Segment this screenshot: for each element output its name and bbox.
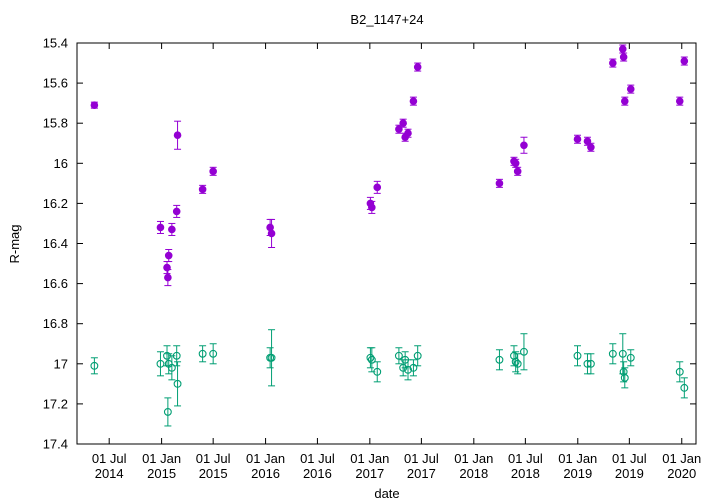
- data-point-filled: [173, 131, 182, 140]
- data-point-filled: [168, 225, 176, 234]
- data-point-filled: [573, 135, 582, 144]
- data-point-open: [586, 359, 595, 368]
- data-point-open: [156, 359, 165, 368]
- chart-title: B2_1147+24: [350, 12, 423, 27]
- x-tick-label: 01 Jan: [246, 451, 285, 466]
- x-tick-label: 2014: [95, 466, 124, 481]
- data-point-open: [608, 349, 617, 358]
- data-point-open: [495, 355, 504, 364]
- data-point-filled: [626, 85, 635, 93]
- x-tick-label: 2018: [459, 466, 488, 481]
- data-point-open: [619, 367, 628, 376]
- data-point-open: [267, 353, 276, 362]
- data-point-filled: [495, 179, 504, 188]
- plot-area: 15.4 15.6 15.8 16 16.2 16.4 16.6 16.8 17 17.2 17.4…: [43, 36, 702, 482]
- data-point-open: [172, 351, 181, 360]
- data-point-open: [513, 359, 522, 368]
- y-tick-label: 15.8: [43, 116, 68, 131]
- data-point-filled: [209, 167, 217, 176]
- x-tick-label: 2016: [303, 466, 332, 481]
- data-point-filled: [368, 203, 376, 212]
- x-tick-label: 01 Jan: [454, 451, 493, 466]
- plot-frame: [76, 42, 697, 445]
- x-tick-label: 01 Jul: [300, 451, 335, 466]
- data-point-open: [626, 353, 635, 362]
- y-tick-label: 16: [54, 156, 68, 171]
- y-tick-label: 16.6: [43, 276, 68, 291]
- x-tick-label: 2019: [615, 466, 644, 481]
- data-point-open: [367, 355, 376, 364]
- x-tick-label: 2018: [511, 466, 540, 481]
- data-point-open: [198, 349, 207, 358]
- data-point-filled: [520, 141, 528, 150]
- x-tick-label: 01 Jul: [612, 451, 647, 466]
- x-tick-label: 2019: [563, 466, 592, 481]
- data-point-filled: [675, 97, 684, 105]
- data-point-open: [404, 365, 412, 374]
- data-point-open: [675, 367, 684, 376]
- data-point-filled: [90, 101, 99, 109]
- x-tick-label: 01 Jul: [92, 451, 127, 466]
- data-point-filled: [409, 97, 418, 105]
- data-point-open: [209, 349, 218, 358]
- data-point-filled: [413, 63, 422, 71]
- x-tick-label: 2015: [147, 466, 176, 481]
- data-point-filled: [619, 53, 628, 61]
- data-point-filled: [156, 223, 165, 232]
- data-point-filled: [620, 97, 629, 105]
- data-point-open: [373, 367, 382, 376]
- data-point-open: [409, 363, 418, 372]
- x-tick-label: 01 Jul: [508, 451, 543, 466]
- data-point-filled: [511, 159, 520, 168]
- x-tick-label: 2016: [251, 466, 280, 481]
- y-tick-label: 16.4: [43, 236, 68, 251]
- data-point-filled: [587, 143, 595, 152]
- data-point-open: [519, 347, 528, 356]
- x-tick-label: 01 Jul: [196, 451, 231, 466]
- data-point-filled: [198, 185, 207, 194]
- x-tick-label: 01 Jan: [558, 451, 597, 466]
- data-point-open: [573, 351, 582, 360]
- data-point-open: [618, 349, 627, 358]
- y-tick-label: 17.2: [43, 396, 68, 411]
- x-tick-label: 2020: [667, 466, 696, 481]
- data-point-filled: [164, 251, 173, 260]
- data-point-open: [620, 373, 629, 382]
- data-point-filled: [373, 183, 382, 192]
- data-point-filled: [164, 273, 172, 282]
- data-point-filled: [399, 119, 407, 127]
- y-tick-label: 16.8: [43, 316, 68, 331]
- data-point-open: [413, 351, 422, 360]
- x-tick-label: 2015: [199, 466, 228, 481]
- x-tick-label: 01 Jan: [350, 451, 389, 466]
- data-point-open: [167, 363, 176, 372]
- y-tick-label: 17.4: [43, 437, 68, 452]
- y-tick-label: 15.6: [43, 76, 68, 91]
- data-point-open: [173, 379, 182, 388]
- data-point-open: [163, 407, 172, 416]
- data-point-filled: [404, 129, 412, 138]
- data-point-filled: [267, 229, 276, 238]
- y-axis-label: R-mag: [7, 224, 22, 263]
- x-tick-label: 01 Jan: [662, 451, 701, 466]
- data-point-filled: [680, 57, 689, 65]
- y-tick-label: 15.4: [43, 36, 68, 51]
- x-tick-label: 01 Jul: [404, 451, 439, 466]
- y-tick-label: 16.2: [43, 196, 68, 211]
- x-tick-label: 2017: [407, 466, 436, 481]
- data-point-open: [680, 383, 689, 392]
- data-point-filled: [609, 59, 617, 67]
- x-tick-label: 2017: [355, 466, 384, 481]
- data-point-filled: [618, 45, 627, 53]
- x-tick-label: 01 Jan: [142, 451, 181, 466]
- data-point-open: [366, 353, 375, 362]
- data-point-filled: [172, 207, 181, 216]
- data-point-open: [394, 351, 403, 360]
- data-point-open: [511, 357, 520, 366]
- y-tick-label: 17: [54, 356, 68, 371]
- data-point-filled: [513, 167, 522, 176]
- x-axis-label: date: [374, 486, 399, 501]
- data-point-open: [90, 361, 99, 370]
